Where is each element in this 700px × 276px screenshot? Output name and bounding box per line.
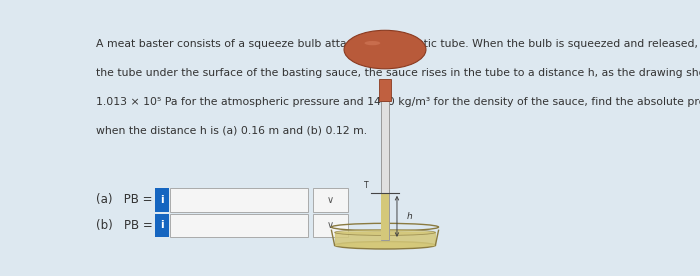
FancyBboxPatch shape — [313, 188, 348, 212]
FancyBboxPatch shape — [170, 214, 308, 237]
FancyBboxPatch shape — [170, 188, 308, 212]
Ellipse shape — [344, 30, 426, 69]
Text: (b)   PB =: (b) PB = — [96, 219, 153, 232]
Text: the tube under the surface of the basting sauce, the sauce rises in the tube to : the tube under the surface of the bastin… — [96, 68, 700, 78]
Text: h: h — [407, 212, 412, 221]
Ellipse shape — [335, 242, 435, 249]
Text: i: i — [160, 195, 164, 205]
FancyBboxPatch shape — [313, 214, 348, 237]
Text: ∨: ∨ — [327, 195, 334, 205]
FancyBboxPatch shape — [155, 188, 169, 212]
Bar — [382, 193, 388, 240]
Ellipse shape — [335, 229, 435, 235]
Text: when the distance h is (a) 0.16 m and (b) 0.12 m.: when the distance h is (a) 0.16 m and (b… — [96, 126, 367, 136]
Bar — [381, 101, 389, 240]
Ellipse shape — [365, 41, 380, 45]
FancyBboxPatch shape — [155, 214, 169, 237]
Text: A meat baster consists of a squeeze bulb attached to a plastic tube. When the bu: A meat baster consists of a squeeze bulb… — [96, 39, 700, 49]
Text: (a)   PB =: (a) PB = — [96, 193, 152, 206]
Bar — [379, 79, 391, 101]
Text: i: i — [160, 221, 164, 230]
Text: T: T — [365, 181, 369, 190]
Text: 1.013 × 10⁵ Pa for the atmospheric pressure and 1460 kg/m³ for the density of th: 1.013 × 10⁵ Pa for the atmospheric press… — [96, 97, 700, 107]
Text: ∨: ∨ — [327, 221, 334, 230]
